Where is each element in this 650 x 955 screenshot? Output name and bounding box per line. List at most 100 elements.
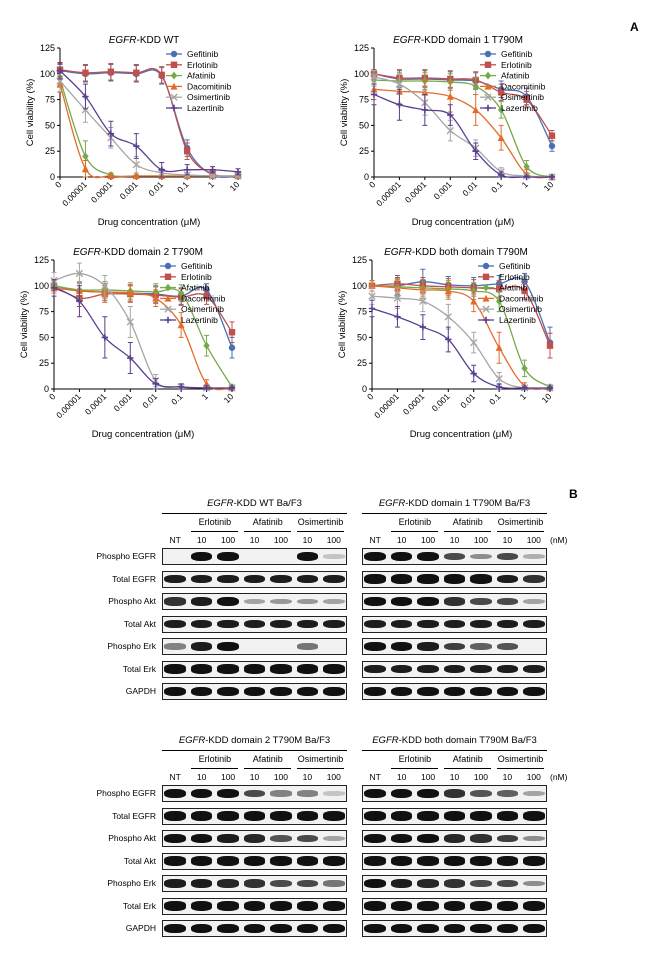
- blot-band: [190, 811, 213, 821]
- blot-band: [522, 664, 545, 674]
- blot-band: [243, 664, 266, 674]
- x-tick-label: 1: [200, 391, 211, 402]
- blot-band: [190, 879, 213, 888]
- blot-band: [496, 642, 519, 651]
- legend-item: Afatinib: [480, 71, 530, 81]
- blot-band: [522, 835, 545, 842]
- chart-4: EGFR-KDD both domain T790M02550751001250…: [337, 247, 554, 440]
- blot-band: [164, 664, 187, 674]
- x-tick-label: 1: [518, 391, 529, 402]
- data-point: [497, 89, 505, 96]
- data-point: [101, 282, 109, 290]
- blot-band: [364, 833, 387, 844]
- legend-item: Erlotinib: [166, 60, 218, 70]
- blot-band: [417, 619, 439, 629]
- lane-label: 10: [196, 772, 207, 782]
- lane-label: 100: [326, 772, 341, 782]
- blot-band: [470, 789, 492, 798]
- x-tick-label: 0: [367, 179, 378, 190]
- lane-label: 100: [473, 772, 489, 782]
- data-point: [370, 91, 378, 98]
- blot-band: [417, 664, 439, 674]
- blot-strip: [162, 660, 347, 678]
- blot-strip: [362, 660, 547, 678]
- blot-band: [364, 923, 387, 934]
- data-point: [470, 338, 478, 347]
- legend-item: Osimertinib: [478, 304, 542, 314]
- blot-band: [190, 923, 213, 934]
- blot-band: [164, 643, 187, 650]
- y-tick-label: 125: [354, 43, 369, 53]
- data-point: [521, 384, 528, 392]
- blot-band: [190, 901, 213, 911]
- data-point: [81, 106, 90, 114]
- title-underline: [362, 750, 547, 751]
- blot-row-label: Total Erk: [122, 900, 156, 911]
- blot-band: [364, 686, 387, 697]
- lane-label: 100: [273, 772, 289, 782]
- blot-band: [243, 834, 266, 843]
- data-point: [421, 106, 429, 114]
- y-tick-label: 100: [34, 281, 49, 291]
- x-tick-label: 0.001: [112, 391, 134, 413]
- legend-label: Lazertinib: [187, 103, 224, 113]
- treatment-group-label: Erlotinib: [198, 517, 232, 527]
- blot-title: EGFR-KDD domain 2 T790M Ba/F3: [178, 735, 331, 746]
- legend-item: Osimertinib: [480, 92, 544, 102]
- blot-band: [522, 619, 545, 629]
- legend-label: Erlotinib: [501, 60, 532, 70]
- blot-band: [417, 923, 439, 934]
- legend-marker: [164, 262, 172, 270]
- data-point: [82, 69, 89, 76]
- data-point: [228, 329, 236, 336]
- blot-band: [270, 923, 292, 934]
- lane-label: 10: [196, 535, 207, 545]
- lane-label: NT: [369, 772, 381, 782]
- x-tick-label: 0.1: [487, 391, 503, 407]
- data-point: [133, 69, 140, 76]
- legend-marker: [484, 82, 492, 90]
- blot-row-label: Total EGFR: [112, 573, 156, 584]
- blot-band: [470, 856, 492, 866]
- legend-marker: [482, 283, 490, 292]
- blot-band: [364, 878, 387, 889]
- blot-band: [522, 856, 545, 866]
- blot-band: [164, 901, 187, 911]
- data-point: [152, 380, 159, 388]
- blot-band: [217, 923, 239, 934]
- legend-label: Osimertinib: [499, 304, 542, 314]
- blot-band: [217, 856, 239, 866]
- title-underline: [362, 513, 547, 514]
- legend-label: Afatinib: [181, 283, 210, 293]
- blot-band: [470, 619, 492, 629]
- blot-band: [364, 811, 387, 821]
- x-tick-label: 10: [542, 179, 556, 193]
- y-tick-label: 50: [357, 332, 367, 342]
- data-point: [132, 160, 140, 169]
- blot-strip: [162, 615, 347, 633]
- x-tick-label: 0.00001: [54, 391, 83, 420]
- x-tick-label: 10: [540, 391, 554, 405]
- blot-band: [190, 788, 213, 799]
- blot-band: [496, 574, 519, 584]
- lane-label: NT: [169, 772, 181, 782]
- lane-label: 100: [526, 772, 541, 782]
- blot-band: [296, 856, 319, 866]
- x-axis-label: Drug concentration (μM): [410, 429, 513, 440]
- blot-band: [470, 553, 492, 560]
- data-point: [394, 313, 401, 320]
- lane-label: 10: [249, 772, 260, 782]
- data-point: [495, 285, 503, 293]
- y-tick-label: 125: [352, 255, 367, 265]
- data-point: [447, 111, 454, 119]
- y-axis-label: Cell viability (%): [25, 79, 36, 147]
- data-point: [470, 297, 478, 305]
- blot-band: [296, 598, 319, 605]
- data-point: [444, 287, 452, 295]
- blot-band: [443, 834, 466, 843]
- legend-label: Gefitinib: [187, 49, 218, 59]
- data-point: [395, 80, 404, 88]
- data-point: [523, 96, 530, 103]
- blot-band: [364, 596, 387, 607]
- blot-panel: EGFR-KDD domain 2 T790M Ba/F3 Erlotinib Af…: [96, 735, 347, 955]
